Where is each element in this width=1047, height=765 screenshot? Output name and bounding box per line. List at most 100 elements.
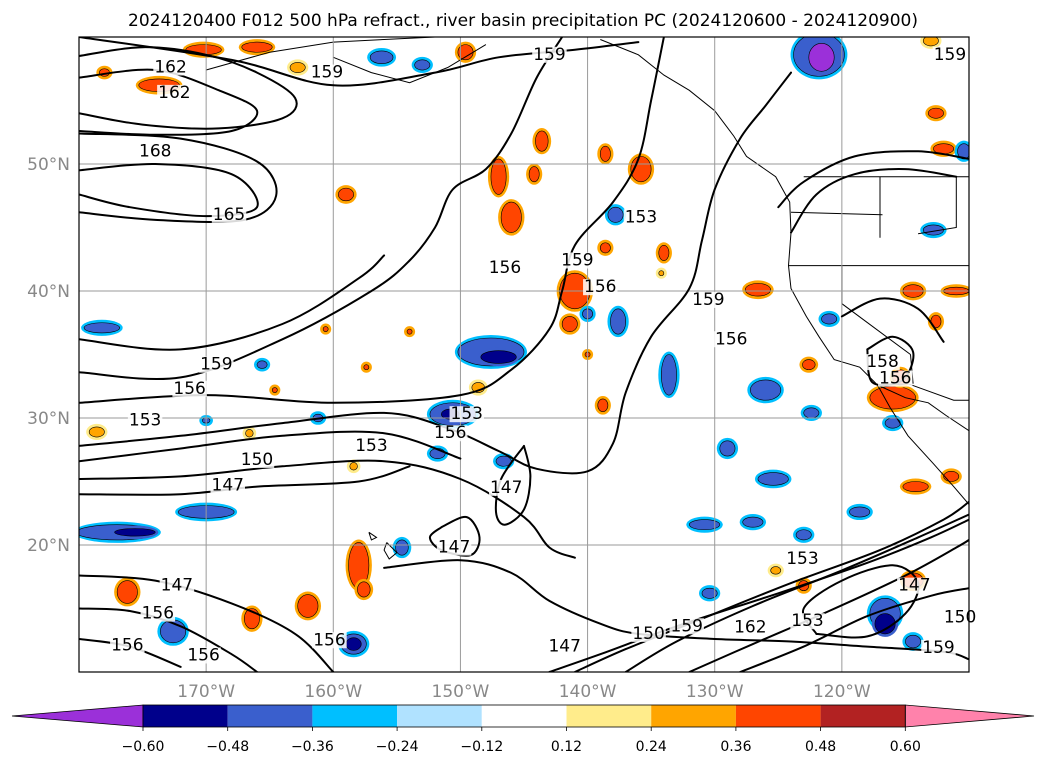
precip-anomaly-area	[360, 361, 372, 373]
contour-label: 159	[934, 45, 966, 65]
precip-anomaly-area	[899, 478, 932, 495]
precip-anomaly-area	[597, 143, 614, 165]
precip-anomaly-area	[343, 634, 365, 654]
political-border	[910, 354, 914, 384]
refractivity-isoline	[790, 168, 958, 234]
precip-anomaly-area	[493, 453, 515, 470]
precip-anomaly-area	[925, 105, 947, 122]
precip-anomaly-area	[747, 376, 784, 404]
longitude-label: 160°W	[304, 682, 362, 702]
precip-anomaly-area	[238, 39, 276, 56]
contour-label: 153	[129, 411, 161, 431]
contour-label: 159	[533, 45, 565, 65]
latitude-label: 40°N	[27, 282, 70, 302]
coastline	[205, 37, 486, 71]
contour-label: 159	[200, 355, 232, 375]
colorbar-tick-label: −0.60	[122, 739, 165, 755]
contour-label: 156	[434, 423, 466, 443]
precip-anomaly-area	[627, 153, 655, 185]
precip-anomaly-area	[882, 415, 904, 432]
precip-anomaly-area	[607, 305, 629, 338]
colorbar-extend-min	[11, 704, 144, 728]
colorbar-tick-label: 0.60	[890, 739, 921, 755]
precip-anomaly-area	[799, 356, 819, 373]
precip-anomaly-area	[346, 459, 361, 474]
precip-anomaly-area	[742, 280, 774, 300]
refractivity-isoline	[573, 500, 969, 672]
latitude-label: 30°N	[27, 409, 70, 429]
coastline	[600, 39, 969, 505]
refractivity-isoline	[548, 518, 969, 672]
contour-label: 147	[490, 478, 522, 498]
precipitation-shading	[79, 37, 969, 658]
precip-anomaly-area	[487, 155, 510, 198]
longitude-label: 150°W	[432, 682, 490, 702]
contour-label: 156	[187, 645, 219, 665]
precip-anomaly-area	[114, 577, 141, 607]
coastline	[368, 531, 378, 541]
refractivity-isoline	[866, 335, 915, 387]
colorbar-segment	[397, 705, 482, 727]
precip-anomaly-area	[335, 185, 357, 204]
colorbar-extend-max	[904, 704, 1035, 728]
colorbar-segment	[312, 705, 398, 727]
refractivity-isoline	[801, 564, 920, 639]
precip-anomaly-area	[269, 384, 281, 396]
contour-label: 147	[898, 576, 930, 596]
contour-label: 150	[944, 607, 976, 627]
contour-label: 165	[213, 205, 245, 225]
refractivity-isoline	[79, 162, 259, 218]
precip-anomaly-area	[559, 313, 581, 335]
precip-anomaly-area	[81, 319, 123, 336]
precip-anomaly-area	[866, 383, 919, 413]
precip-anomaly-area	[242, 426, 257, 441]
contour-label: 150	[241, 450, 273, 470]
refractivity-contours	[79, 37, 969, 672]
colorbar-tick-label: −0.48	[206, 739, 249, 755]
precip-anomaly-area	[800, 404, 822, 422]
precip-anomaly-area	[699, 585, 721, 602]
refractivity-isoline	[79, 574, 335, 672]
refractivity-isoline	[79, 37, 665, 404]
precip-anomaly-area	[532, 127, 552, 155]
refractivity-isoline	[79, 459, 576, 559]
contour-label: 159	[671, 616, 703, 636]
colorbar: −0.60 −0.48 −0.36 −0.24 −0.12 0.12 0.24 0.36 0.4…	[11, 704, 1035, 755]
contour-label: 159	[692, 290, 724, 310]
precip-anomaly-area	[526, 163, 543, 185]
colorbar-segment	[820, 705, 906, 727]
contour-label: 156	[173, 379, 205, 399]
contour-label: 147	[548, 637, 580, 657]
contour-label: 156	[111, 635, 143, 655]
refractivity-isoline	[79, 71, 792, 475]
contour-label: 159	[561, 251, 593, 271]
contour-label: 153	[355, 436, 387, 456]
precip-anomaly-area	[477, 347, 520, 367]
colorbar-tick-label: −0.36	[291, 739, 334, 755]
refractivity-isoline	[624, 513, 969, 672]
colorbar-tick-label: 0.48	[805, 739, 836, 755]
colorbar-segment	[227, 705, 313, 727]
contour-label: 156	[879, 369, 911, 389]
colorbar-frame	[142, 704, 906, 728]
precip-anomaly-area	[287, 59, 309, 76]
longitude-label: 120°W	[813, 682, 871, 702]
precip-anomaly-area	[739, 514, 767, 531]
contour-label: 147	[212, 475, 244, 495]
precip-anomaly-area	[655, 267, 667, 279]
precip-anomaly-area	[846, 503, 873, 521]
colorbar-segment	[651, 705, 736, 727]
political-border	[790, 211, 883, 216]
colorbar-segment	[735, 705, 821, 727]
precip-anomaly-area	[498, 199, 525, 236]
coastline	[383, 542, 398, 560]
contour-label: 159	[922, 638, 954, 658]
refractivity-isoline	[777, 150, 969, 209]
map-title: 2024120400 F012 500 hPa refract., river …	[128, 11, 918, 31]
contour-label: 150	[632, 624, 664, 644]
colorbar-tick-label: 0.24	[636, 739, 667, 755]
colorbar-tick-label: 0.12	[551, 739, 582, 755]
precip-anomaly-area	[871, 610, 899, 637]
precip-anomaly-area	[604, 204, 627, 226]
